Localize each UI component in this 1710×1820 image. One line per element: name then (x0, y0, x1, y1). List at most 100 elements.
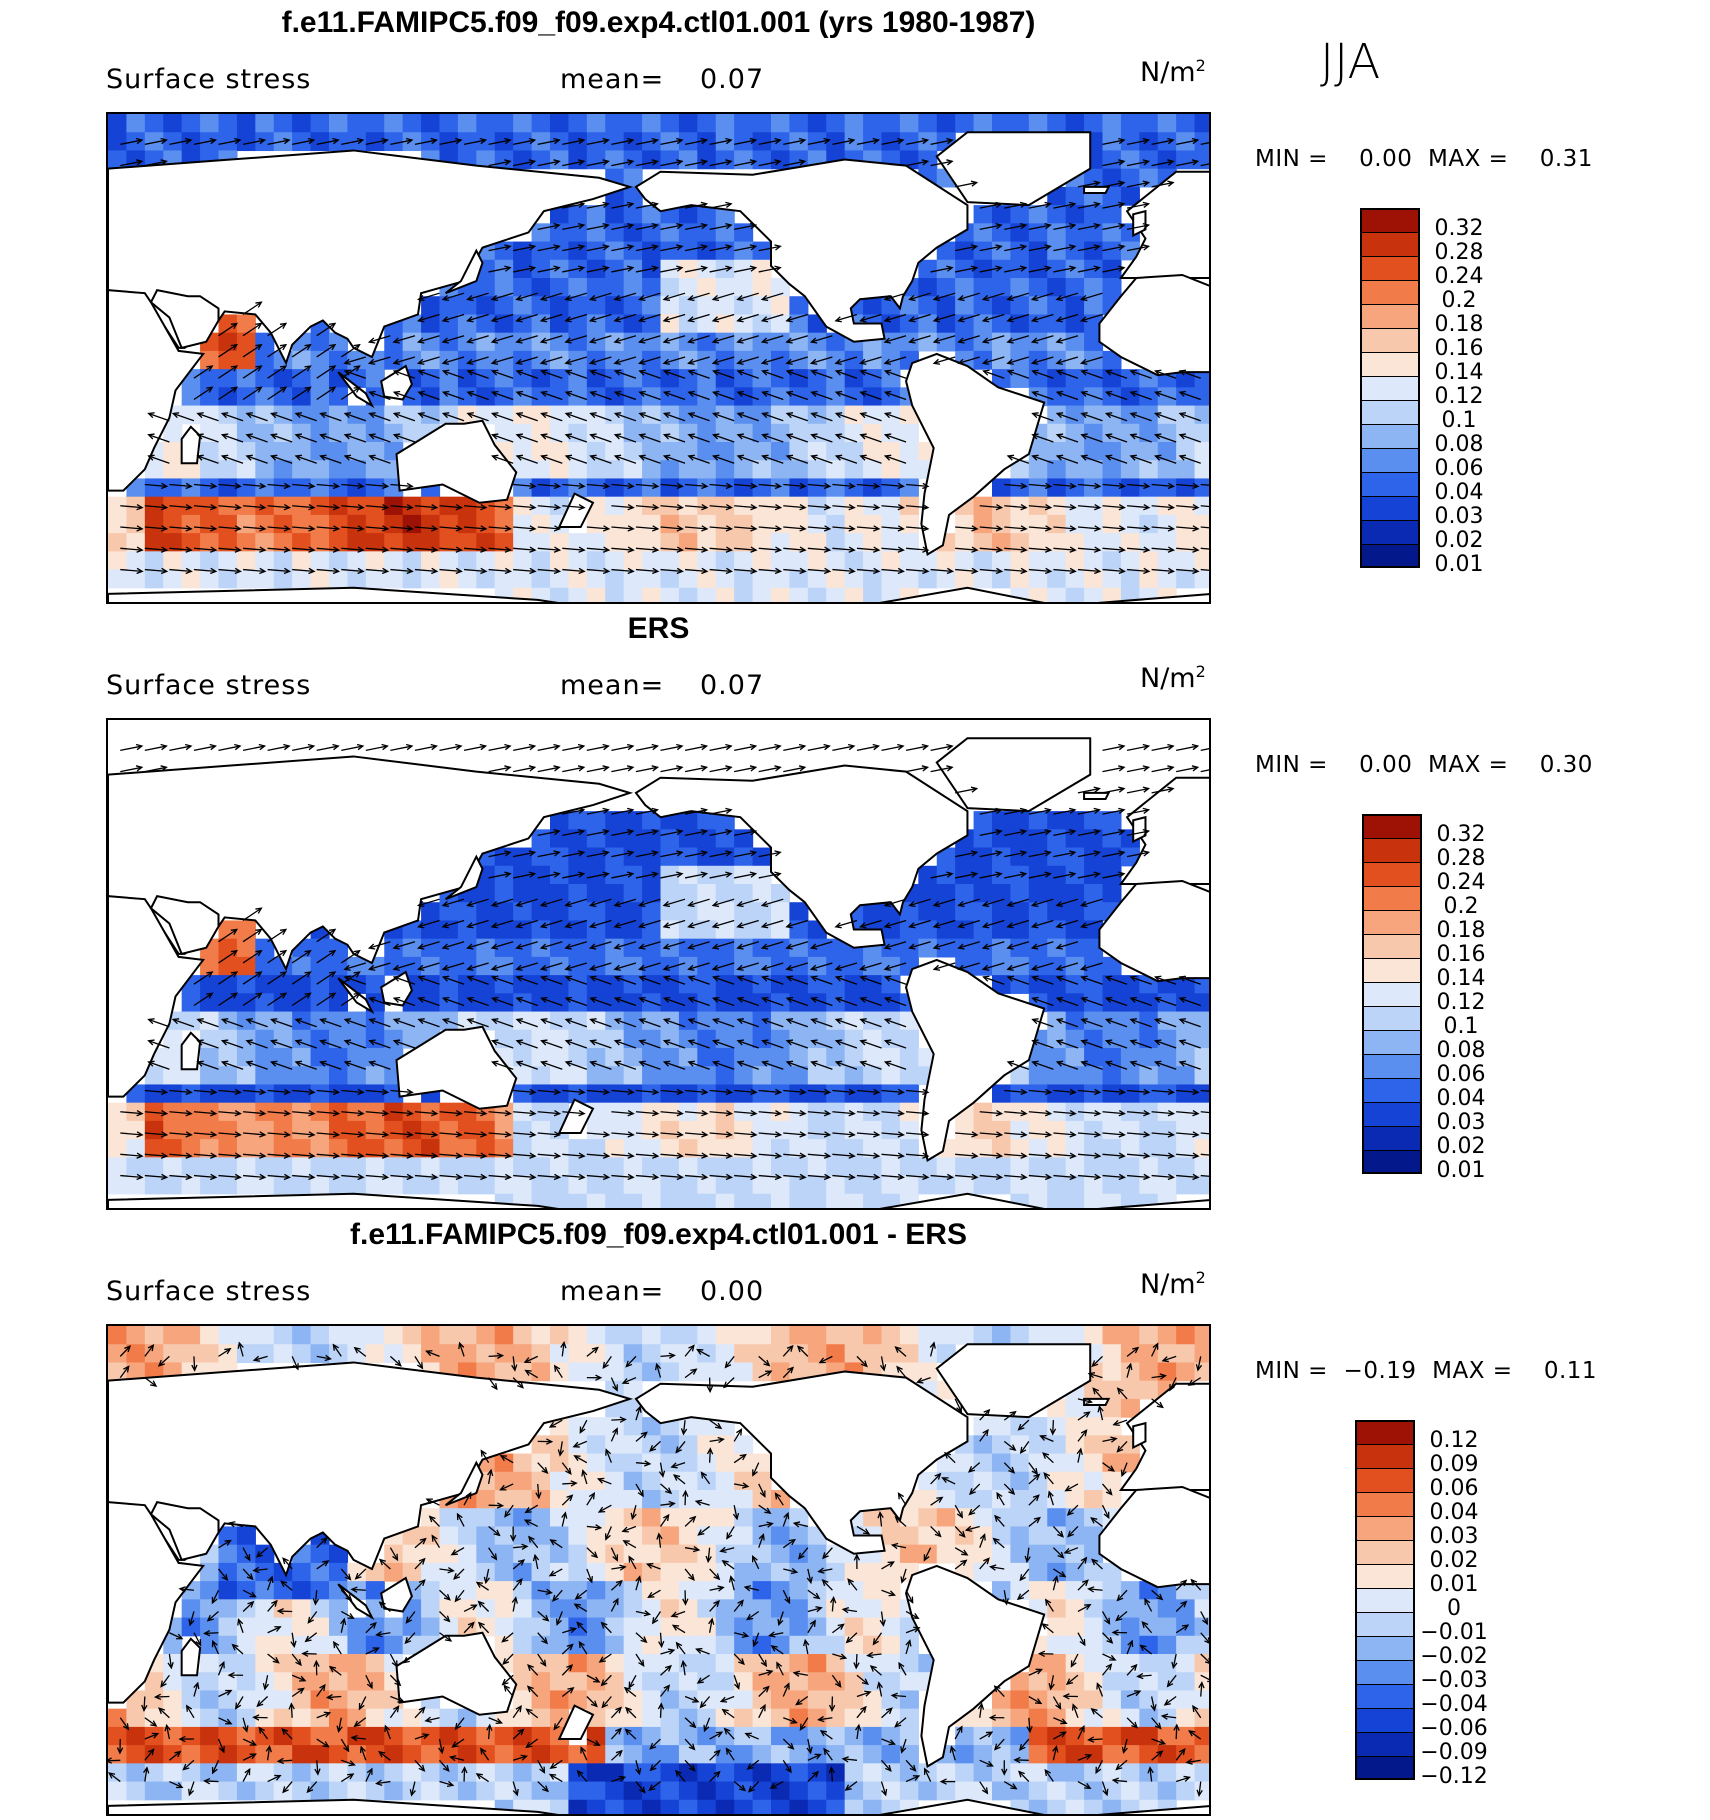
vector-arrow (709, 245, 732, 252)
vector-arrow (369, 962, 391, 970)
vector-arrowhead (652, 1088, 660, 1096)
field-cell (163, 1708, 183, 1728)
field-cell (1047, 423, 1067, 443)
field-cell (126, 496, 146, 516)
vector-arrow (590, 356, 612, 364)
vector-arrow (590, 941, 612, 949)
vector-arrowhead (540, 454, 548, 461)
field-cell (1084, 1048, 1104, 1067)
vector-arrow (1077, 224, 1100, 231)
vector-arrow (1056, 941, 1079, 949)
vector-arrow (635, 245, 658, 252)
field-cell (752, 865, 772, 885)
field-cell (734, 514, 754, 534)
vector-arrow (713, 1018, 735, 1028)
vector-arrowhead (834, 1039, 843, 1046)
vector-arrow (983, 292, 1005, 301)
field-cell (402, 1175, 422, 1195)
field-cell (586, 1066, 606, 1086)
vector-arrow (614, 976, 637, 985)
field-cell (236, 423, 256, 443)
vector-arrowhead (946, 743, 954, 751)
vector-arrowhead (1055, 358, 1063, 365)
field-cell (347, 1708, 367, 1728)
field-cell (734, 569, 754, 589)
field-cell (1010, 884, 1030, 903)
vector-arrow (1081, 434, 1103, 443)
vector-arrowhead (504, 743, 512, 751)
vector-arrow (884, 313, 907, 322)
vector-arrowhead (332, 1173, 341, 1181)
field-cell (1102, 956, 1122, 976)
field-cell (863, 514, 883, 534)
field-cell (550, 132, 570, 152)
vector-arrow (664, 391, 686, 401)
vector-arrow (639, 1061, 661, 1070)
vector-arrowhead (1153, 412, 1162, 419)
vector-arrowhead (971, 567, 979, 575)
vector-arrow (1179, 976, 1201, 985)
vector-arrowhead (589, 996, 597, 1003)
field-cell (476, 314, 496, 334)
vector-arrow (1081, 1061, 1103, 1070)
vector-arrowhead (1118, 786, 1126, 793)
vector-arrow (1007, 356, 1030, 364)
field-cell (329, 423, 349, 443)
field-cell (734, 884, 754, 903)
vector-arrow (885, 434, 907, 443)
field-cell (365, 975, 385, 994)
vector-arrowhead (392, 390, 401, 397)
field-cell (1194, 975, 1209, 994)
vector-arrow (1004, 266, 1026, 273)
vector-arrowhead (1118, 850, 1126, 857)
vector-arrow (685, 1132, 708, 1136)
vector-arrowhead (774, 1109, 783, 1117)
vector-arrowhead (637, 294, 646, 302)
vector-arrowhead (392, 1018, 401, 1025)
field-cell (310, 1084, 330, 1104)
field-cell (513, 884, 533, 903)
vector-arrowhead (381, 482, 390, 490)
vector-arrow (218, 139, 241, 146)
vector-arrowhead (1178, 369, 1186, 376)
field-cell (329, 993, 349, 1013)
vector-arrow (614, 997, 637, 1007)
field-cell (292, 1066, 312, 1086)
vector-arrow (144, 745, 167, 752)
field-cell (255, 1326, 275, 1345)
field-cell (899, 296, 919, 316)
field-cell (329, 1745, 349, 1764)
vector-arrowhead (294, 433, 302, 440)
field-cell (347, 1102, 367, 1122)
field-cell (292, 1175, 312, 1195)
field-cell (1028, 278, 1048, 297)
field-cell (678, 460, 698, 480)
vector-arrowhead (1031, 996, 1039, 1003)
vector-arrowhead (995, 871, 1003, 878)
field-cell (402, 1011, 422, 1031)
vector-arrowhead (160, 567, 169, 575)
vector-arrowhead (908, 316, 916, 323)
field-cell (1194, 478, 1209, 498)
field-cell (568, 1175, 588, 1195)
vector-arrow (807, 745, 830, 752)
vector-arrow (955, 526, 978, 530)
field-cell (347, 514, 367, 534)
field-cell (292, 1654, 312, 1673)
vector-arrow (418, 391, 440, 401)
vector-arrowhead (1143, 503, 1151, 511)
field-cell (1139, 405, 1159, 425)
vector-arrow (344, 356, 367, 364)
vector-arrowhead (1079, 922, 1088, 929)
vector-arrow (1077, 1132, 1100, 1136)
field-cell (236, 938, 256, 958)
vector-arrow (635, 745, 658, 752)
vector-arrowhead (206, 365, 214, 372)
field-cell (1157, 1157, 1177, 1177)
field-cell (1120, 132, 1140, 152)
field-cell (697, 1029, 717, 1049)
vector-arrow (614, 1018, 637, 1028)
vector-arrowhead (283, 503, 292, 511)
field-cell (789, 478, 809, 498)
vector-arrow (442, 313, 465, 322)
